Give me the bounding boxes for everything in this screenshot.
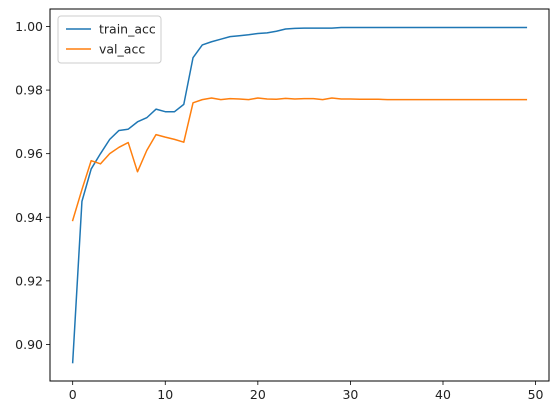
x-tick-label: 0 — [69, 387, 77, 402]
x-tick-label: 10 — [157, 387, 173, 402]
x-tick-label: 30 — [342, 387, 358, 402]
y-tick-label: 0.96 — [15, 146, 43, 161]
legend: train_acc val_acc — [57, 15, 162, 64]
x-tick-label: 20 — [250, 387, 266, 402]
series-line-train-acc — [71, 26, 528, 364]
legend-label-train-acc: train_acc — [99, 22, 156, 37]
y-axis: 0.90 0.92 0.94 0.96 0.98 1.00 — [15, 19, 50, 352]
y-tick-label: 0.92 — [15, 273, 43, 288]
legend-label-val-acc: val_acc — [99, 42, 145, 57]
legend-box — [57, 15, 162, 64]
y-tick-label: 0.98 — [15, 83, 43, 98]
x-axis: 0 10 20 30 40 50 — [69, 381, 544, 402]
series-line-val-acc — [71, 97, 528, 222]
plot-lines — [71, 26, 528, 364]
y-tick-label: 0.90 — [15, 337, 43, 352]
plot-area-frame — [49, 8, 550, 382]
y-tick-label: 1.00 — [15, 19, 43, 34]
x-tick-label: 50 — [528, 387, 544, 402]
x-tick-label: 40 — [435, 387, 451, 402]
y-tick-label: 0.94 — [15, 210, 43, 225]
